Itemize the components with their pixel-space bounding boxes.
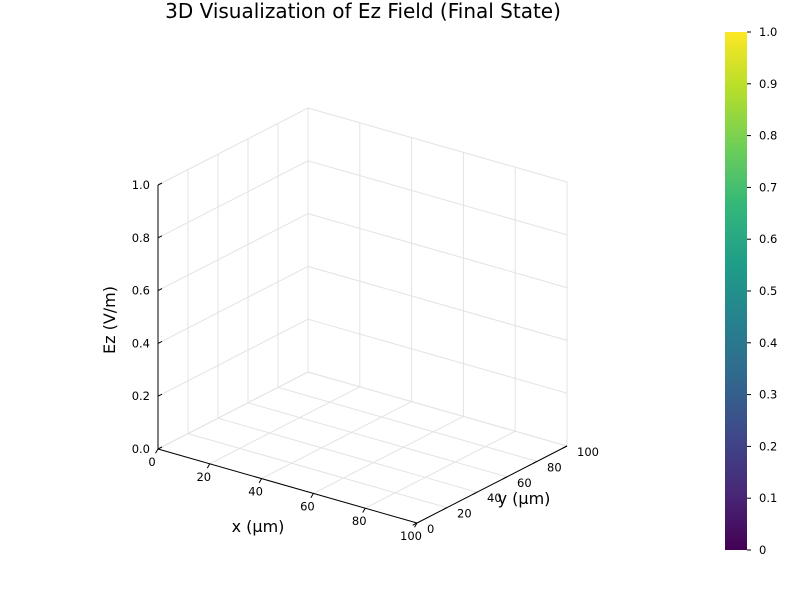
y-tick-label: 100: [577, 445, 599, 459]
z-tick-label: 0.4: [132, 336, 150, 350]
x-tick-mark: [362, 507, 366, 513]
z-tick-label: 0.8: [132, 231, 150, 245]
colorbar-tick-label: 0.6: [759, 232, 777, 246]
colorbar-tick-label: 0.8: [759, 129, 777, 143]
grid-line-floor-x: [209, 386, 361, 465]
z-tick-mark: [157, 235, 163, 239]
x-axis-label: x (µm): [232, 517, 285, 536]
colorbar-tick-label: 0.5: [759, 284, 777, 298]
grid-line-back-z: [307, 371, 568, 447]
grid-line-floor-y: [247, 402, 508, 478]
colorbar-tick-label: 0.3: [759, 388, 777, 402]
grid-line-back-z: [307, 213, 568, 289]
y-tick-mark: [412, 522, 418, 526]
grid-line-back-z: [307, 107, 568, 183]
x-tick-label: 0: [148, 455, 155, 469]
grid-line-floor-x: [261, 401, 412, 480]
grid-line-back-z: [307, 160, 568, 236]
colorbar-tick-label: 0.4: [759, 336, 777, 350]
grid-line-side-z: [157, 318, 309, 397]
x-tick-label: 100: [400, 529, 422, 543]
colorbar-tick-label: 1.0: [759, 25, 777, 39]
x-tick-mark: [258, 478, 263, 484]
y-tick-mark: [562, 445, 568, 449]
z-tick-mark: [157, 446, 163, 450]
y-tick-label: 60: [517, 476, 532, 490]
grid-line-side-z: [157, 160, 309, 239]
y-tick-mark: [472, 491, 478, 495]
grid-lines: [157, 107, 568, 524]
z-tick-mark: [157, 340, 163, 344]
y-tick-label: 0: [427, 522, 434, 536]
x-tick-mark: [206, 463, 211, 469]
colorbar-tick-label: 0.7: [759, 180, 777, 194]
grid-line-side-z: [157, 265, 309, 344]
z-tick-mark: [157, 393, 163, 397]
grid-line-floor-y: [277, 386, 538, 462]
y-tick-mark: [532, 460, 538, 465]
grid-line-floor-y: [187, 433, 448, 509]
x-tick-mark: [155, 448, 159, 454]
axes: [155, 182, 568, 528]
grid-line-side-z: [157, 107, 309, 186]
y-tick-mark: [502, 476, 508, 480]
grid-line-back-z: [307, 318, 568, 394]
y-tick-label: 20: [457, 507, 472, 521]
y-tick-label: 40: [487, 491, 502, 505]
colorbar-tick-label: 0.2: [759, 439, 777, 453]
y-axis-line: [416, 445, 568, 524]
x-tick-label: 20: [196, 470, 211, 484]
x-tick-label: 60: [300, 499, 315, 513]
x-tick-label: 40: [248, 485, 263, 499]
z-tick-label: 0.6: [132, 284, 150, 298]
colorbar-tick-label: 0.1: [759, 491, 777, 505]
tick-labels: 0 20 40 60 80 100 0 20 40 60 80 100 0.0 0.2 0.4 0.6 0.8 1…: [132, 178, 599, 543]
grid-line-floor-x: [364, 430, 516, 509]
grid-line-floor-x: [313, 415, 464, 494]
x-axis-line: [157, 448, 418, 524]
x-tick-label: 80: [352, 514, 367, 528]
x-tick-mark: [310, 493, 314, 498]
y-tick-mark: [442, 507, 448, 511]
grid-line-side-z: [157, 213, 309, 292]
colorbar: 0 0.1 0.2 0.3 0.4 0.5 0.6 0.7 0.8 0.9 1.0: [725, 25, 777, 557]
z-tick-mark: [157, 182, 163, 186]
grid-line-side-z: [157, 371, 309, 450]
colorbar-tick-label: 0: [759, 543, 766, 557]
colorbar-tick-label: 0.9: [759, 77, 777, 91]
chart-title: 3D Visualization of Ez Field (Final Stat…: [165, 0, 561, 23]
z-axis-label: Ez (V/m): [100, 286, 119, 354]
y-axis-label: y (µm): [498, 489, 551, 508]
grid-line-back-z: [307, 265, 568, 341]
grid-line-floor-y: [217, 417, 478, 493]
z-tick-label: 0.2: [132, 389, 150, 403]
z-tick-mark: [157, 288, 163, 292]
z-tick-label: 0.0: [132, 442, 150, 456]
z-tick-label: 1.0: [132, 178, 150, 192]
y-tick-label: 80: [547, 460, 562, 474]
colorbar-bar: [725, 32, 747, 550]
